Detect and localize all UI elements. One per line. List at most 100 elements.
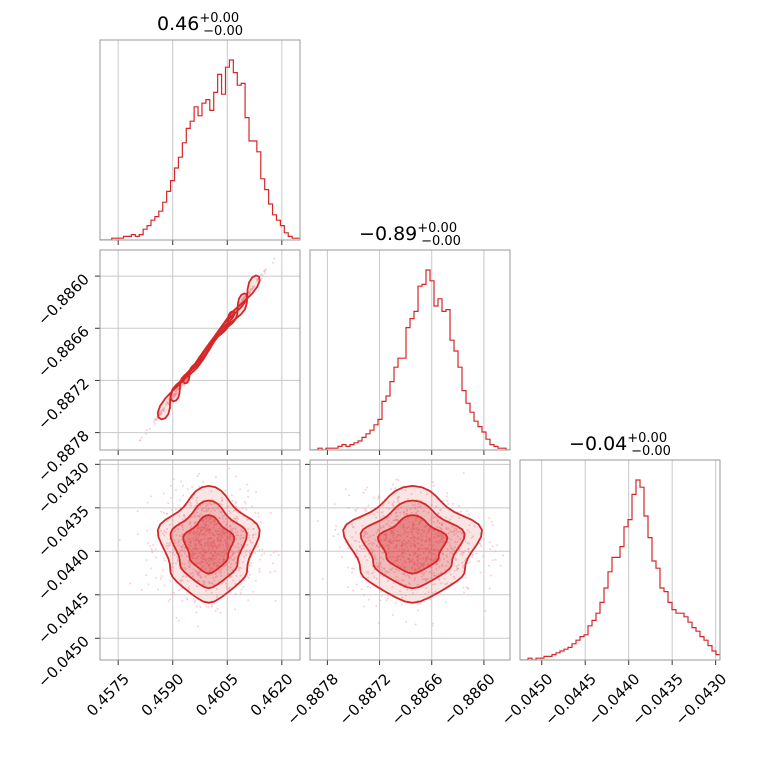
- sample-point: [175, 508, 178, 511]
- sample-point: [214, 476, 217, 479]
- sample-point: [220, 535, 223, 538]
- sample-point: [201, 560, 204, 563]
- sample-point: [181, 528, 184, 531]
- sample-point: [235, 502, 238, 505]
- plot-frame: [309, 459, 511, 661]
- sample-point: [246, 518, 249, 521]
- sample-point: [205, 502, 208, 505]
- sample-point: [234, 546, 237, 549]
- sample-point: [149, 427, 152, 430]
- sample-point: [165, 402, 168, 405]
- sample-point: [386, 522, 389, 525]
- sample-point: [195, 536, 198, 539]
- sample-point: [464, 576, 467, 579]
- sample-point: [214, 575, 217, 578]
- sample-point: [190, 540, 193, 543]
- sample-point: [453, 569, 456, 572]
- density-contour: [342, 484, 483, 604]
- sample-point: [439, 557, 442, 560]
- sample-point: [173, 395, 176, 398]
- sample-point: [247, 599, 250, 602]
- sample-point: [254, 579, 257, 582]
- sample-point: [205, 528, 208, 531]
- sample-point: [392, 500, 395, 503]
- sample-point: [258, 570, 261, 573]
- sample-point: [233, 556, 236, 559]
- y-tick-label: −0.8872: [34, 375, 93, 434]
- sample-point: [234, 531, 237, 534]
- sample-point: [167, 502, 170, 505]
- sample-point: [187, 585, 190, 588]
- sample-point: [411, 520, 414, 523]
- sample-point: [354, 531, 357, 534]
- sample-point: [188, 532, 191, 535]
- sample-point: [200, 508, 203, 511]
- sample-point: [149, 545, 152, 548]
- sample-point: [434, 590, 437, 593]
- sample-point: [467, 548, 470, 551]
- sample-point: [370, 542, 373, 545]
- sample-point: [263, 552, 266, 555]
- sample-point: [376, 529, 379, 532]
- sample-point: [442, 499, 445, 502]
- sample-point: [390, 522, 393, 525]
- sample-point: [210, 498, 213, 501]
- sample-point: [211, 547, 214, 550]
- sample-point: [215, 572, 218, 575]
- sample-point: [202, 583, 205, 586]
- sample-point: [230, 548, 233, 551]
- sample-point: [223, 530, 226, 533]
- sample-point: [181, 579, 184, 582]
- sample-point: [434, 557, 437, 560]
- sample-point: [416, 559, 419, 562]
- sample-point: [372, 542, 375, 545]
- sample-point: [403, 532, 406, 535]
- sample-point: [360, 588, 363, 591]
- sample-point: [362, 491, 365, 494]
- sample-point: [355, 540, 358, 543]
- sample-point: [208, 527, 211, 530]
- sample-point: [190, 504, 193, 507]
- sample-point: [337, 533, 340, 536]
- sample-point: [394, 559, 397, 562]
- sample-point: [379, 568, 382, 571]
- sample-point: [196, 475, 199, 478]
- sample-point: [397, 580, 400, 583]
- sample-point: [489, 574, 492, 577]
- sample-point: [453, 577, 456, 580]
- sample-point: [347, 506, 350, 509]
- sample-point: [410, 493, 413, 496]
- sample-point: [373, 549, 376, 552]
- sample-point: [427, 563, 430, 566]
- sample-point: [183, 549, 186, 552]
- sample-point: [189, 572, 192, 575]
- sample-point: [180, 545, 183, 548]
- sample-point: [391, 586, 394, 589]
- sample-point: [228, 556, 231, 559]
- sample-point: [149, 495, 152, 498]
- sample-point: [417, 567, 420, 570]
- sample-point: [209, 531, 212, 534]
- sample-point: [191, 572, 194, 575]
- sample-point: [214, 529, 217, 532]
- sample-point: [378, 566, 381, 569]
- sample-point: [403, 560, 406, 563]
- y-tick-labels-param-1: −0.8878−0.8872−0.8866−0.8860: [34, 270, 93, 485]
- sample-point: [397, 569, 400, 572]
- x-tick-labels-param-1: −0.8878−0.8872−0.8866−0.8860: [283, 670, 498, 729]
- sample-point: [375, 605, 378, 608]
- sample-point: [178, 589, 181, 592]
- sample-point: [188, 588, 191, 591]
- sample-point: [180, 538, 183, 541]
- sample-point: [411, 525, 414, 528]
- sample-point: [400, 506, 403, 509]
- sample-point: [351, 536, 354, 539]
- sample-point: [206, 504, 209, 507]
- sample-point: [426, 555, 429, 558]
- sample-point: [231, 499, 234, 502]
- sample-point: [461, 564, 464, 567]
- sample-point: [441, 563, 444, 566]
- sample-point: [453, 533, 456, 536]
- sample-point: [397, 564, 400, 567]
- sample-point: [248, 573, 251, 576]
